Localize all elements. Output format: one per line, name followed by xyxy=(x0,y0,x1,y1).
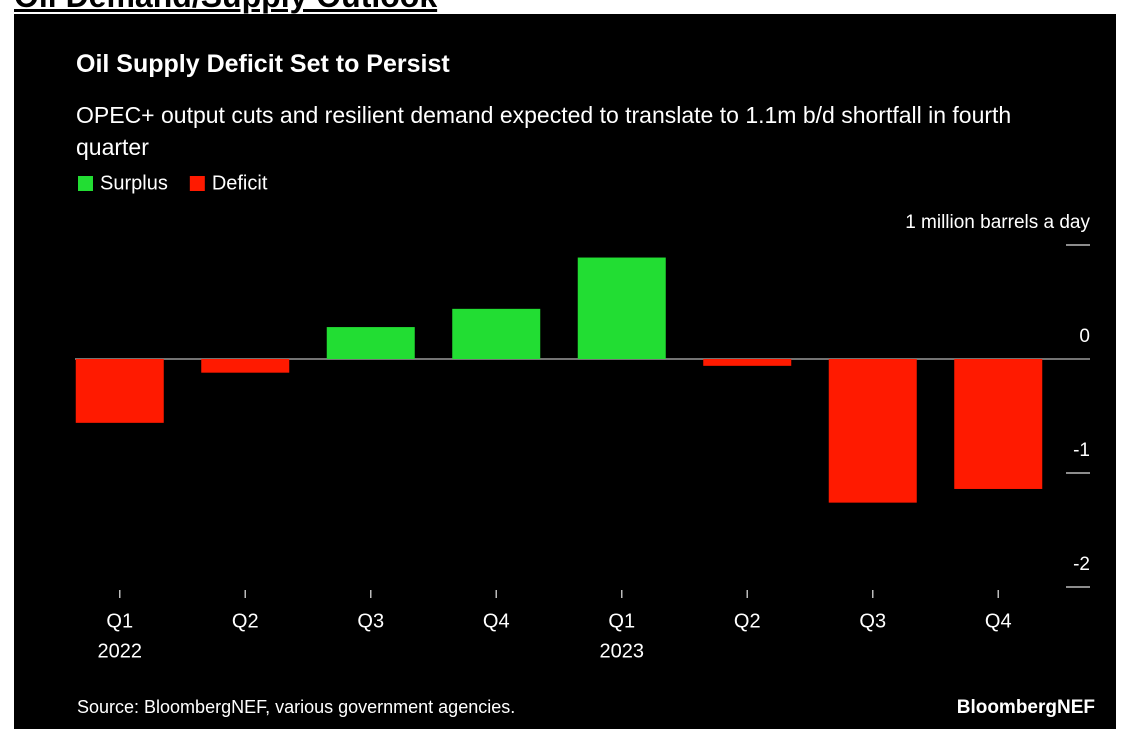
chart-panel: Oil Supply Deficit Set to Persist OPEC+ … xyxy=(14,14,1116,729)
chart-title: Oil Supply Deficit Set to Persist xyxy=(76,50,450,78)
page-heading: Oil Demand/Supply Outlook xyxy=(14,0,437,15)
chart-subtitle: OPEC+ output cuts and resilient demand e… xyxy=(76,102,1012,160)
x-group-label: 2023 xyxy=(600,640,645,662)
bar xyxy=(577,257,666,359)
y-tick-label: 0 xyxy=(1079,326,1090,347)
bar xyxy=(703,359,792,366)
x-tick-label: Q4 xyxy=(483,610,510,632)
bar xyxy=(75,359,164,423)
legend-swatch xyxy=(189,176,205,191)
brand: BloombergNEF xyxy=(957,697,1095,718)
x-tick-label: Q3 xyxy=(357,610,384,632)
x-tick-label: Q2 xyxy=(734,610,761,632)
y-tick-label: 1 million barrels a day xyxy=(905,212,1090,233)
x-tick-label: Q2 xyxy=(232,610,259,632)
bar xyxy=(828,359,917,503)
legend-label: Surplus xyxy=(100,172,168,194)
y-tick-label: -2 xyxy=(1073,554,1090,575)
source-note: Source: BloombergNEF, various government… xyxy=(77,697,515,717)
x-group-label: 2022 xyxy=(98,640,143,662)
x-tick-label: Q3 xyxy=(859,610,886,632)
legend-swatch xyxy=(78,176,93,191)
bar xyxy=(452,308,541,359)
y-tick-label: -1 xyxy=(1073,440,1090,461)
legend-label: Deficit xyxy=(212,172,268,194)
x-tick-label: Q1 xyxy=(608,610,635,632)
x-tick-label: Q4 xyxy=(985,610,1012,632)
x-tick-label: Q1 xyxy=(106,610,133,632)
bar xyxy=(954,359,1043,489)
bar xyxy=(201,359,290,373)
bar xyxy=(326,327,415,359)
